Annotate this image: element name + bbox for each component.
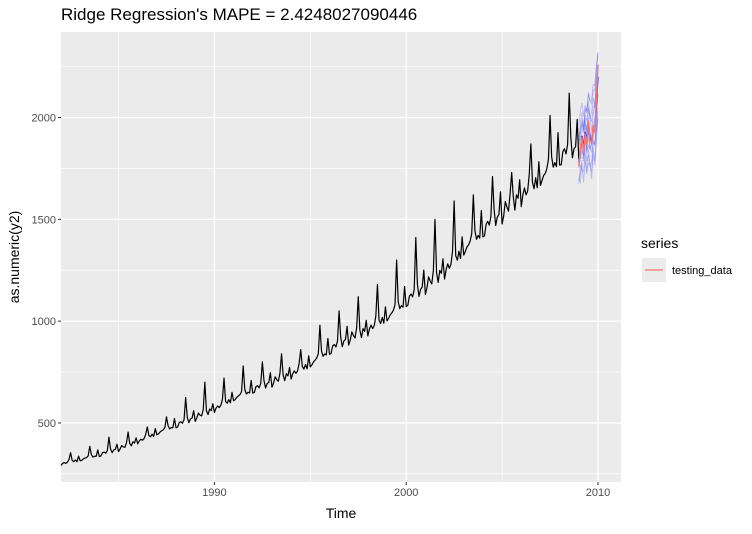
grid-lines xyxy=(61,32,621,482)
legend-title: series xyxy=(641,235,678,251)
prediction-band-line xyxy=(578,92,599,160)
y-axis-ticks: 500 1000 1500 2000 xyxy=(32,113,61,430)
prediction-band-line xyxy=(578,55,599,138)
series-line-testing-data xyxy=(578,64,599,167)
prediction-band-line xyxy=(578,107,599,169)
x-tick-label: 2000 xyxy=(394,487,418,499)
x-tick-label: 1990 xyxy=(202,487,226,499)
series-line-history xyxy=(60,92,580,466)
prediction-band-line xyxy=(578,52,599,125)
legend-label-testing-data: testing_data xyxy=(672,265,733,277)
x-axis-title: Time xyxy=(326,505,357,521)
prediction-band-line xyxy=(578,111,599,184)
chart-title: Ridge Regression's MAPE = 2.424802709044… xyxy=(61,5,417,24)
prediction-band-line xyxy=(578,119,599,185)
y-tick-label: 500 xyxy=(38,418,56,430)
prediction-band-line xyxy=(578,65,599,143)
legend: series testing_data xyxy=(641,235,733,282)
x-axis-ticks: 1990 2000 2010 xyxy=(202,482,610,499)
y-tick-label: 2000 xyxy=(32,113,56,125)
prediction-band-line xyxy=(578,117,599,181)
series-lines xyxy=(60,64,599,466)
y-tick-label: 1500 xyxy=(32,214,56,226)
y-tick-label: 1000 xyxy=(32,316,56,328)
plot-panel xyxy=(61,32,621,482)
x-tick-label: 2010 xyxy=(586,487,610,499)
prediction-band-line xyxy=(578,76,599,140)
y-axis-title: as.numeric(y2) xyxy=(6,211,22,304)
prediction-band-line xyxy=(578,51,599,145)
